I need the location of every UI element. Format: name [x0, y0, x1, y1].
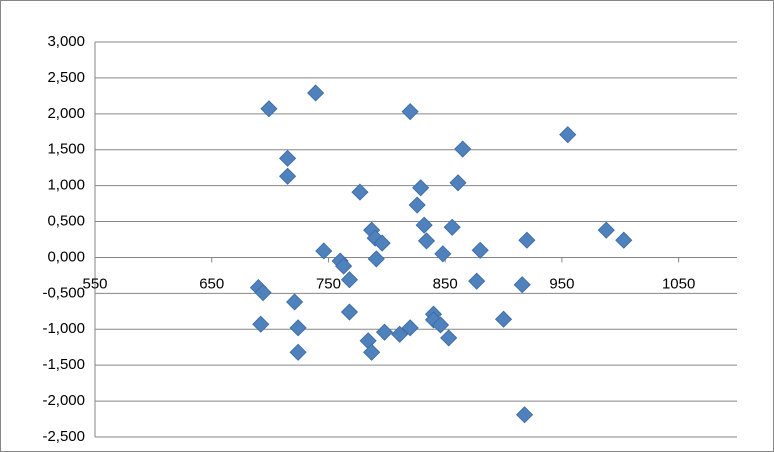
point [513, 276, 531, 294]
point [449, 174, 467, 192]
point [373, 234, 391, 252]
point [597, 221, 615, 239]
point [351, 183, 369, 201]
y-tick-label: 2,000 [47, 105, 85, 122]
point [367, 250, 385, 268]
point [431, 316, 450, 334]
point [252, 315, 270, 333]
point [518, 231, 536, 249]
point [471, 241, 489, 259]
point [434, 245, 452, 263]
y-tick-label: 1,000 [47, 177, 85, 194]
point [443, 218, 461, 236]
y-tick-label: -1,000 [42, 320, 85, 337]
point [615, 231, 633, 249]
x-tick-label: 550 [82, 275, 107, 292]
y-tick-label: 0,000 [47, 248, 85, 265]
point [412, 179, 430, 197]
point [454, 140, 472, 158]
x-tick-label: 850 [433, 275, 458, 292]
y-tick-label: 1,500 [47, 141, 85, 158]
point [415, 216, 433, 234]
y-tick-label: 2,500 [47, 69, 85, 86]
point [315, 242, 333, 260]
point [340, 271, 359, 289]
point [391, 325, 409, 343]
y-tick-label: 3,000 [47, 33, 85, 50]
y-tick-label: -1,500 [42, 356, 85, 373]
point [279, 167, 297, 185]
x-tick-label: 650 [199, 275, 224, 292]
point [307, 84, 325, 102]
point [494, 310, 513, 328]
point [559, 126, 577, 144]
point [408, 196, 426, 214]
x-tick-label: 1050 [662, 275, 695, 292]
point [375, 323, 394, 341]
point [468, 272, 486, 290]
y-tick-label: 0,500 [47, 213, 85, 230]
y-tick-label: -2,500 [42, 428, 85, 445]
x-tick-label: 950 [549, 275, 574, 292]
point [340, 303, 359, 321]
y-tick-label: -2,000 [42, 392, 85, 409]
point [289, 343, 307, 361]
point [440, 329, 458, 347]
point [417, 232, 436, 250]
point [254, 284, 272, 302]
point [515, 406, 534, 424]
point [363, 343, 381, 361]
point [335, 257, 353, 275]
point [260, 100, 278, 118]
y-tick-label: -0,500 [42, 284, 85, 301]
x-tick-label: 750 [316, 275, 341, 292]
point [401, 319, 419, 337]
point [289, 319, 307, 337]
point [401, 103, 419, 121]
point [279, 149, 297, 167]
point [286, 293, 304, 311]
